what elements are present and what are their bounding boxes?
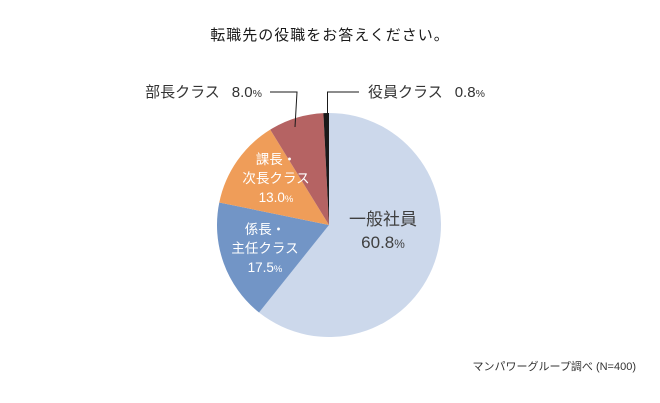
percent-sign: % (273, 264, 283, 275)
callout-yakuin: 役員クラス 0.8% (368, 84, 485, 103)
callout-yakuin-label: 役員クラス (368, 84, 443, 101)
callout-bucho-label: 部長クラス (145, 84, 220, 101)
slice-label-ippan-line1: 一般社員 (349, 210, 417, 229)
percent-sign: % (284, 194, 294, 205)
pie-slice-0 (259, 113, 441, 337)
callout-yakuin-value: 0.8 (454, 84, 476, 101)
slice-label-ippan: 一般社員 60.8% (349, 208, 417, 256)
slice-label-kakari-value: 17.5% (247, 260, 283, 275)
pie-slice-2 (219, 129, 329, 225)
slice-label-kacho: 課長・ 次長クラス 13.0% (242, 150, 309, 209)
slice-label-kakari-line1: 係長・ (244, 222, 286, 237)
pie-slice-4 (323, 113, 329, 225)
slice-label-ippan-value: 60.8% (361, 233, 405, 252)
slice-label-kakari: 係長・ 主任クラス 17.5% (231, 220, 298, 279)
pie-slice-3 (270, 113, 329, 225)
callout-bucho: 部長クラス 8.0% (145, 84, 262, 103)
slice-label-kacho-line2: 次長クラス (242, 171, 310, 186)
slice-label-kakari-line2: 主任クラス (231, 241, 299, 256)
pie-chart (217, 113, 441, 337)
callout-bucho-value: 8.0 (231, 84, 253, 101)
source-note: マンパワーグループ調べ (N=400) (472, 361, 636, 373)
percent-sign: % (475, 88, 485, 100)
chart-title: 転職先の役職をお答えください。 (210, 27, 450, 44)
percent-sign: % (394, 237, 405, 251)
slice-label-kacho-line1: 課長・ (255, 152, 297, 167)
percent-sign: % (252, 88, 262, 100)
slice-label-kacho-value: 13.0% (258, 190, 294, 205)
pie-slice-1 (217, 202, 329, 313)
